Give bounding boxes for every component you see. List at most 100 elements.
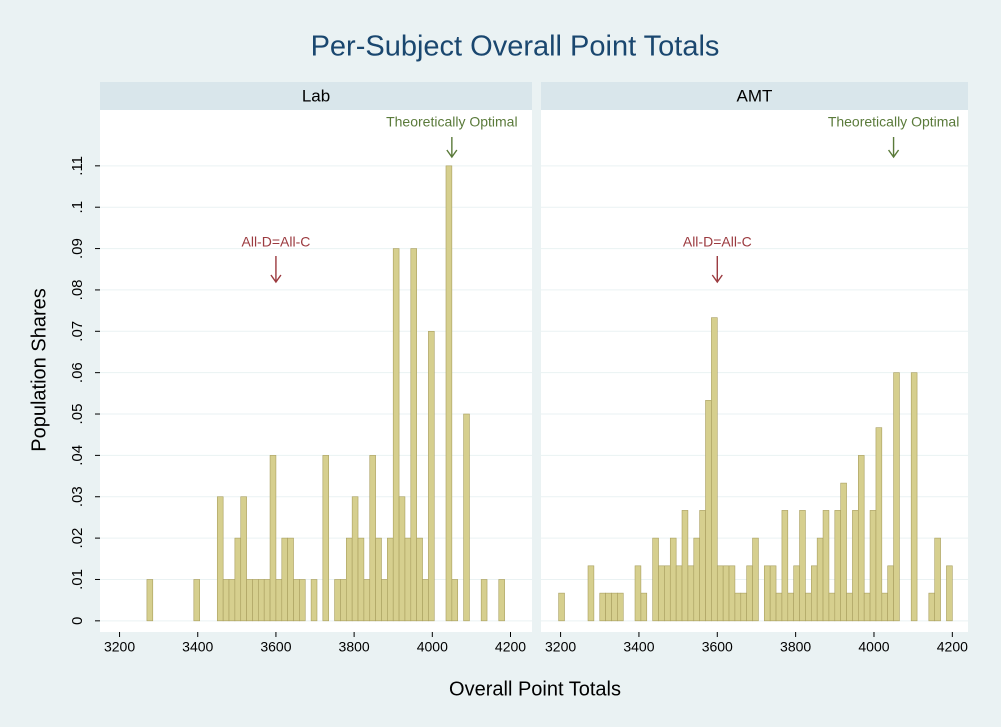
bar [216,496,224,622]
y-tick-label: .08 [69,279,86,300]
bar [681,510,689,622]
y-tick-label: .07 [69,321,86,342]
bar [781,510,789,622]
bar [146,579,154,622]
bar [392,248,400,622]
bar [693,537,700,622]
bar [699,510,706,622]
x-tick-label: 3400 [623,639,654,655]
bar [787,592,794,622]
panel-header [541,82,968,110]
bar [834,510,841,622]
bar [734,592,742,622]
bar [793,565,800,622]
x-tick-label: 3400 [182,639,213,655]
bar [658,565,665,622]
bar [258,579,265,622]
x-tick-label: 3600 [702,639,733,655]
annotation: Theoretically Optimal [828,114,960,130]
bar [357,537,365,622]
bar [422,579,429,622]
bar [340,579,347,622]
bar [351,496,359,622]
bar [416,537,423,622]
chart-title: Per-Subject Overall Point Totals [311,31,720,63]
x-tick-label: 4000 [417,639,448,655]
bar [846,592,853,622]
bar [752,537,759,622]
x-tick-label: 4000 [858,639,889,655]
bar [840,482,847,622]
bar [269,455,277,622]
x-tick-label: 4200 [937,639,968,655]
bar [322,455,330,622]
plot-area [100,110,532,632]
x-tick-label: 3600 [260,639,291,655]
bar [605,592,612,622]
bar [369,455,376,622]
bar [887,565,894,622]
bar [463,413,470,622]
x-tick-label: 3200 [104,639,135,655]
bar [811,565,818,622]
y-tick-label: .04 [69,445,86,466]
bar [716,565,724,622]
bar [281,537,288,622]
bar [334,579,341,622]
bar [263,579,271,622]
annotation-arrow [711,256,723,284]
bar [775,592,783,622]
y-tick-label: 0 [69,617,86,625]
bar [669,537,677,622]
bar [498,579,505,622]
bar [640,592,648,622]
bar [675,565,683,622]
bar [451,579,459,622]
annotation-arrow [270,256,282,284]
x-tick-label: 4200 [495,639,526,655]
y-tick-label: .1 [69,201,86,214]
bar [746,565,753,622]
x-tick-label: 3800 [780,639,811,655]
annotation: Theoretically Optimal [386,114,518,130]
annotation: All-D=All-C [242,234,311,250]
bar [222,579,230,622]
bar [587,565,595,622]
y-tick-label: .02 [69,528,86,549]
x-tick-label: 3200 [545,639,576,655]
bar [404,537,412,622]
annotation-arrow [446,137,458,159]
bar [928,592,936,622]
annotation-arrow [887,137,900,159]
bar [828,592,836,622]
bar [381,579,388,622]
bar [240,496,247,622]
y-tick-label: .03 [69,486,86,507]
bar [711,317,718,622]
bar [363,579,371,622]
bar [410,248,417,622]
bar [687,565,695,622]
bar [863,592,871,622]
bar [910,372,918,622]
bar [875,427,883,622]
bar [345,537,353,622]
bar [946,565,953,622]
bar [228,579,236,622]
panel-title: AMT [737,86,773,105]
annotation: All-D=All-C [683,234,752,250]
bar [822,510,830,622]
bar [480,579,488,622]
bar [275,579,283,622]
bar [934,537,941,622]
bar [705,400,712,622]
bar [763,565,771,622]
bar [611,592,618,622]
bar [769,565,777,622]
bar [445,165,453,622]
bar [634,565,642,622]
bar [558,592,565,622]
bar [246,579,253,622]
